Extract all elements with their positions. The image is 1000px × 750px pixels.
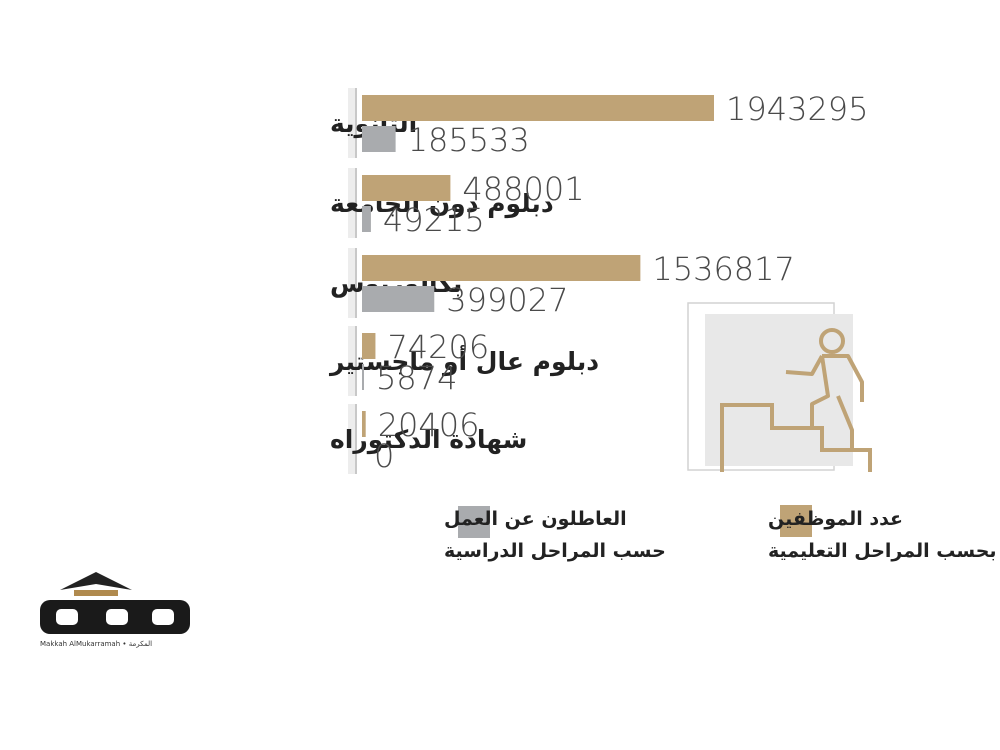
data-label: 399027 [446,281,568,319]
legend-unemployed-line1: العاطلون عن العمل [444,508,627,530]
data-label: 5874 [376,359,457,397]
bar [362,333,376,359]
row-panel [348,404,355,474]
legend-employed-line1: عدد الموظفين [768,508,903,530]
logo-subtitle: Makkah AlMukarramah • المكرمة [40,640,152,648]
bar [362,411,366,437]
row-panel [348,168,355,238]
bar [362,95,714,121]
bar [362,175,451,201]
row-divider [355,326,357,396]
legend-swatch-employed [780,505,812,537]
row-panel [348,88,355,158]
legend-unemployed-line2: حسب المراحل الدراسية [444,540,666,562]
legend-swatch-unemployed [458,506,490,538]
bar [362,364,364,390]
bar [362,286,435,312]
makkah-logo: Makkah AlMukarramah • المكرمة [40,572,190,648]
data-label: 488001 [462,170,584,208]
legend: عدد الموظفين بحسب المراحل التعليمية العا… [444,505,997,562]
row-divider [355,248,357,318]
data-label: 74206 [387,328,489,366]
bar [362,126,396,152]
data-label: 20406 [378,406,480,444]
row-divider [355,168,357,238]
data-label: 185533 [408,121,530,159]
person-climbing-stairs-icon [687,302,872,472]
legend-employed-line2: بحسب المراحل التعليمية [768,540,997,562]
bar [362,206,371,232]
bar [362,255,641,281]
row-panel [348,326,355,396]
data-label: 0 [374,437,394,475]
data-label: 1536817 [652,250,795,288]
data-label: 1943295 [726,90,869,128]
data-label: 49215 [383,201,485,239]
row-panel [348,248,355,318]
row-divider [355,404,357,474]
row-divider [355,88,357,158]
